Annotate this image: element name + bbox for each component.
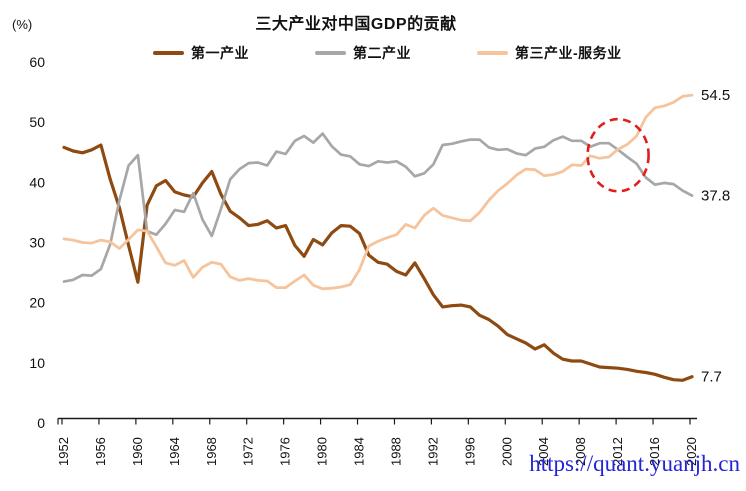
y-tick-label: 30 bbox=[29, 234, 45, 250]
legend-item-tertiary: 第三产业-服务业 bbox=[477, 43, 622, 63]
y-tick-label: 50 bbox=[29, 114, 45, 130]
legend-label-secondary: 第二产业 bbox=[353, 45, 411, 61]
y-tick-label: 20 bbox=[29, 295, 45, 311]
x-tick-label: 1988 bbox=[388, 437, 403, 466]
x-tick-label: 1992 bbox=[425, 437, 440, 466]
x-tick-label: 2004 bbox=[536, 437, 551, 466]
legend-label-primary: 第一产业 bbox=[191, 45, 249, 61]
x-tick-label: 2020 bbox=[684, 437, 699, 466]
series-line-tertiary bbox=[62, 93, 694, 291]
legend-line-swatch-tertiary bbox=[477, 51, 508, 55]
chart-title: 三大产业对中国GDP的贡献 bbox=[255, 16, 457, 33]
series-line-secondary bbox=[62, 132, 694, 283]
x-tick-label: 1984 bbox=[352, 437, 367, 466]
y-tick-label: 10 bbox=[29, 355, 45, 371]
x-tick-label: 1960 bbox=[130, 437, 145, 466]
x-tick-label: 1980 bbox=[315, 437, 330, 466]
watermark-url: https://quant.yuanjh.cn bbox=[529, 451, 740, 476]
legend-label-tertiary: 第三产业-服务业 bbox=[515, 45, 622, 61]
y-axis-unit-label: (%) bbox=[12, 17, 33, 32]
series-line-primary bbox=[62, 143, 694, 382]
x-tick-label: 2000 bbox=[499, 437, 514, 466]
x-tick-label: 2012 bbox=[610, 437, 625, 466]
y-tick-label: 0 bbox=[37, 415, 45, 431]
x-tick-label: 1996 bbox=[462, 437, 477, 466]
x-tick-label: 1972 bbox=[241, 437, 256, 466]
x-tick-label: 2016 bbox=[647, 437, 662, 466]
x-tick-label: 1976 bbox=[278, 437, 293, 466]
y-tick-label: 40 bbox=[29, 174, 45, 190]
x-tick-label: 1964 bbox=[167, 437, 182, 466]
x-tick-label: 1956 bbox=[93, 437, 108, 466]
legend: 第一产业 第二产业 第三产业-服务业 bbox=[153, 43, 622, 63]
end-label-secondary: 37.8 bbox=[701, 188, 730, 205]
y-tick-label: 60 bbox=[29, 54, 45, 70]
x-tick-label: 1952 bbox=[56, 437, 71, 466]
x-tick-label: 2008 bbox=[573, 437, 588, 466]
legend-line-swatch-secondary bbox=[315, 51, 346, 55]
end-label-tertiary: 54.5 bbox=[701, 87, 730, 104]
legend-line-swatch-primary bbox=[153, 51, 184, 55]
x-tick-label: 1968 bbox=[204, 437, 219, 466]
legend-item-primary: 第一产业 bbox=[153, 43, 249, 63]
legend-item-secondary: 第二产业 bbox=[315, 43, 411, 63]
annotation-circle bbox=[586, 117, 650, 193]
end-label-primary: 7.7 bbox=[701, 369, 722, 386]
